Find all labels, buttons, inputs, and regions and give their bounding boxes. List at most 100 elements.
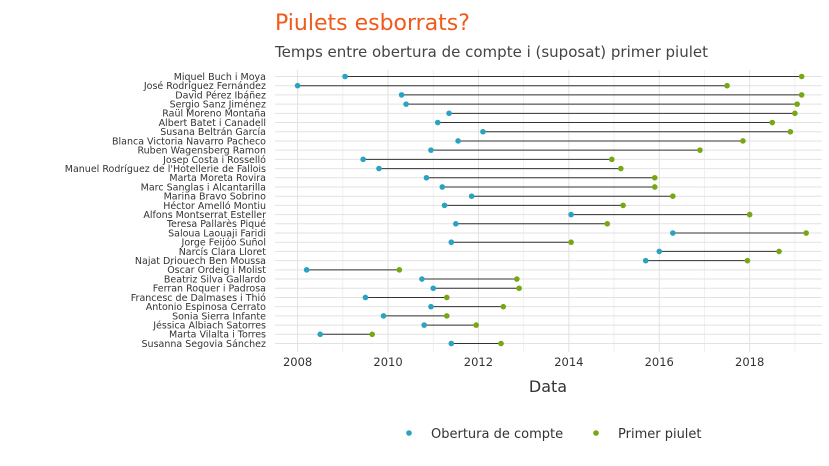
point-primer-piulet xyxy=(740,138,746,144)
chart-subtitle: Temps entre obertura de compte i (suposa… xyxy=(274,43,708,61)
x-tick-label: 2012 xyxy=(464,355,493,369)
legend-key-tweet xyxy=(593,430,599,436)
point-primer-piulet xyxy=(568,239,574,246)
y-tick-label: Ruben Wagensberg Ramon xyxy=(137,146,266,157)
legend-key-open xyxy=(406,430,412,436)
point-primer-piulet xyxy=(473,322,479,328)
point-obertura xyxy=(642,257,649,264)
point-primer-piulet xyxy=(620,202,626,209)
point-primer-piulet xyxy=(369,331,375,338)
y-tick-label: Ferran Roquer i Padrosa xyxy=(153,284,266,295)
point-primer-piulet xyxy=(798,92,805,98)
point-obertura xyxy=(428,303,434,310)
point-obertura xyxy=(423,174,430,181)
y-tick-label: Beatriz Silva Gallardo xyxy=(164,274,266,285)
x-axis-title: Data xyxy=(529,377,567,396)
y-tick-label: Sonia Sierra Infante xyxy=(172,311,266,322)
point-primer-piulet xyxy=(396,267,403,273)
x-tick-label: 2018 xyxy=(735,355,764,369)
point-obertura xyxy=(434,119,441,126)
point-primer-piulet xyxy=(769,119,776,126)
y-tick-label: Saloua Laouaji Faridi xyxy=(168,228,266,239)
point-obertura xyxy=(453,221,459,227)
point-primer-piulet xyxy=(516,285,522,292)
y-tick-label: Susanna Segovia Sánchez xyxy=(142,339,266,350)
point-primer-piulet xyxy=(794,101,800,107)
point-obertura xyxy=(439,184,446,190)
chart-title: Piulets esborrats? xyxy=(275,11,470,36)
grid xyxy=(275,70,822,352)
point-primer-piulet xyxy=(604,221,611,227)
point-obertura xyxy=(421,322,427,328)
point-primer-piulet xyxy=(744,257,751,264)
point-primer-piulet xyxy=(651,174,658,181)
point-obertura xyxy=(430,285,437,292)
y-tick-label: Marta Moreta Rovira xyxy=(169,173,266,184)
y-tick-label: Antonio Espinosa Cerrato xyxy=(146,302,266,313)
point-obertura xyxy=(448,239,455,246)
point-obertura xyxy=(656,248,663,255)
point-obertura xyxy=(403,101,409,107)
y-tick-label: Marina Bravo Sobrino xyxy=(164,192,267,203)
point-primer-piulet xyxy=(618,165,624,172)
y-tick-label: Raül Moreno Montaña xyxy=(162,109,266,120)
y-tick-label: Blanca Victoria Navarro Pacheco xyxy=(112,136,266,147)
point-primer-piulet xyxy=(792,110,798,117)
point-primer-piulet xyxy=(697,147,703,153)
y-tick-label: José Rodríguez Fernández xyxy=(143,81,266,92)
point-primer-piulet xyxy=(798,73,805,80)
point-primer-piulet xyxy=(803,230,809,236)
point-obertura xyxy=(303,267,310,273)
point-obertura xyxy=(360,156,366,163)
x-tick-label: 2008 xyxy=(283,355,312,369)
point-obertura xyxy=(441,202,448,209)
point-primer-piulet xyxy=(514,276,520,282)
plot-marks xyxy=(294,73,809,347)
x-tick-label: 2014 xyxy=(554,355,583,369)
point-primer-piulet xyxy=(500,303,507,310)
point-primer-piulet xyxy=(651,184,658,190)
point-obertura xyxy=(428,147,434,153)
legend-label-open: Obertura de compte xyxy=(431,427,563,442)
y-tick-label: Sergio Sanz Jiménez xyxy=(170,100,266,111)
y-tick-label: Jéssica Albiach Satorres xyxy=(152,320,266,331)
point-obertura xyxy=(398,92,405,98)
y-tick-label: Marta Vilalta i Torres xyxy=(169,330,266,341)
y-tick-label: Miquel Buch i Moya xyxy=(174,72,266,83)
point-primer-piulet xyxy=(498,340,504,347)
point-primer-piulet xyxy=(443,294,450,301)
y-tick-label: Susana Beltrán García xyxy=(160,127,266,138)
x-axis-ticks: 2008 2010 2012 2014 2016 2018 xyxy=(283,355,764,369)
y-tick-label: David Pérez Ibáñez xyxy=(175,90,266,101)
point-obertura xyxy=(446,110,452,117)
point-primer-piulet xyxy=(746,211,753,218)
y-tick-label: Marc Sanglas i Alcantarilla xyxy=(141,182,266,193)
point-obertura xyxy=(294,82,301,89)
y-tick-label: Albert Batet i Canadell xyxy=(159,118,266,129)
point-obertura xyxy=(670,230,676,236)
y-tick-label: Manuel Rodríguez de l'Hotellerie de Fall… xyxy=(65,164,266,175)
point-obertura xyxy=(317,331,324,338)
point-obertura xyxy=(455,138,461,144)
legend: Obertura de compte Primer piulet xyxy=(406,427,702,442)
y-tick-label: Josep Costa i Rosselló xyxy=(162,155,266,166)
point-obertura xyxy=(380,313,387,319)
x-tick-label: 2010 xyxy=(373,355,402,369)
point-primer-piulet xyxy=(787,128,794,135)
point-primer-piulet xyxy=(608,156,615,163)
x-tick-label: 2016 xyxy=(645,355,674,369)
point-obertura xyxy=(342,73,348,80)
y-tick-label: Jorge Feijóo Suñol xyxy=(181,238,266,249)
y-tick-label: Teresa Pallarès Piqué xyxy=(166,219,266,230)
y-tick-label: Òscar Ordeig i Molist xyxy=(167,264,266,276)
y-tick-label: Alfons Montserrat Esteller xyxy=(143,210,266,221)
point-primer-piulet xyxy=(724,82,730,89)
legend-label-tweet: Primer piulet xyxy=(618,427,702,442)
point-primer-piulet xyxy=(776,248,782,255)
y-tick-label: Najat Driouech Ben Moussa xyxy=(135,256,266,267)
point-obertura xyxy=(362,294,369,301)
point-primer-piulet xyxy=(670,193,676,199)
y-tick-label: Francesc de Dalmases i Thió xyxy=(131,293,266,304)
